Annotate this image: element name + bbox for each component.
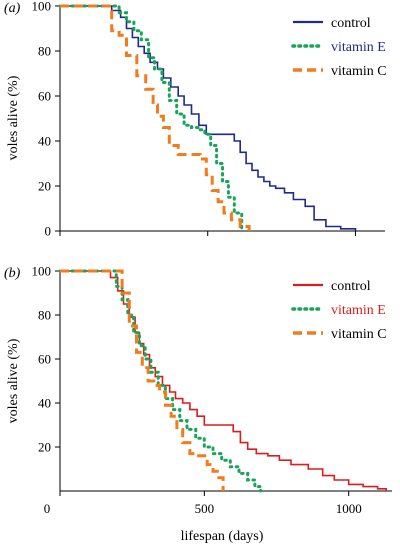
panel-b-series-vitamin-c	[60, 269, 225, 491]
panel-b-y-tick-label: 20	[38, 440, 51, 455]
panel-a-y-tick-label: 20	[38, 179, 51, 194]
panel-a-y-tick-label: 100	[32, 0, 52, 14]
panel-a-y-tick-label: 60	[38, 89, 51, 104]
panel-b-legend-label: vitamin E	[331, 303, 386, 318]
panel-b-x-tick-label: 500	[195, 501, 215, 516]
panel-a-legend-label: vitamin C	[331, 64, 387, 79]
panel-a-series-vitamin-e	[58, 4, 244, 233]
panel-a: 0 20 40 60 80 100 voles alive (%) (a) control vit…	[4, 0, 387, 239]
panel-b-y-tick-label: 80	[38, 308, 51, 323]
panel-b-label: (b)	[4, 266, 21, 281]
panel-b-x-tick-label: 0	[44, 501, 51, 516]
panel-a-series-vitamin-c	[60, 4, 251, 231]
panel-b-x-axis-title: lifespan (days)	[181, 529, 264, 544]
panel-b-legend-label: control	[331, 279, 371, 294]
panel-a-y-tick-label: 80	[38, 44, 51, 59]
panel-b-y-tick-label: 100	[32, 264, 52, 279]
panel-b-y-tick-label: 60	[38, 352, 51, 367]
panel-b-legend-label: vitamin C	[331, 327, 387, 342]
panel-a-y-tick-label: 40	[38, 134, 51, 149]
panel-b-y-axis-title: voles alive (%)	[6, 338, 21, 423]
panel-a-legend-label: control	[331, 16, 371, 31]
panel-b-series-vitamin-e	[58, 269, 263, 493]
panel-b-y-tick-label: 40	[38, 396, 51, 411]
panel-a-label: (a)	[4, 1, 21, 16]
panel-a-y-tick-label: 0	[45, 224, 52, 239]
panel-a-legend-label: vitamin E	[331, 40, 386, 55]
panel-a-series-control	[60, 5, 357, 231]
panel-b-x-tick-label: 1000	[336, 501, 362, 516]
panel-a-y-axis-title: voles alive (%)	[6, 75, 21, 160]
